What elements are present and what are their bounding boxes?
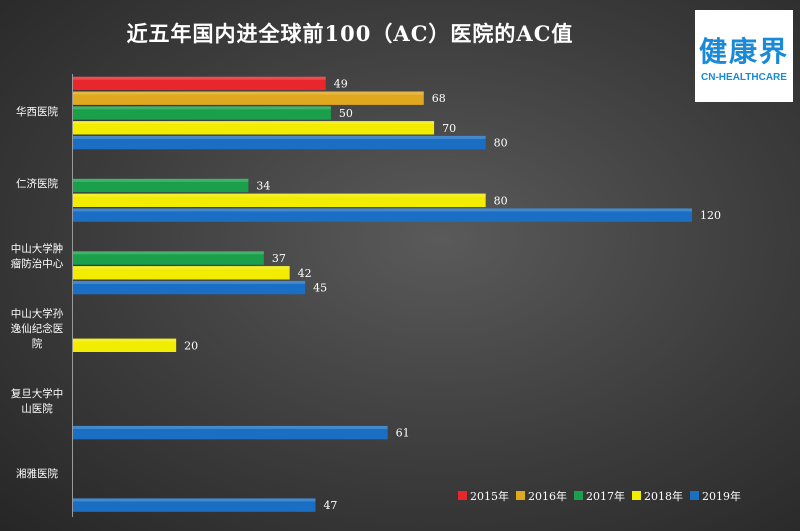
data-label: 50: [339, 107, 353, 120]
data-label: 20: [184, 339, 198, 352]
bar-2018年-1: [73, 193, 486, 207]
bar-2017年-1: [73, 178, 249, 193]
data-label: 42: [298, 267, 312, 280]
data-label: 45: [313, 282, 327, 295]
legend-swatch: [632, 491, 641, 500]
bar-highlight: [73, 106, 331, 110]
category-label: 湘雅医院: [16, 468, 58, 480]
legend-label: 2016年: [528, 489, 567, 503]
bar-highlight: [73, 121, 435, 125]
legend-swatch: [458, 491, 467, 500]
data-label: 68: [432, 92, 446, 105]
bar-2016年-0: [73, 91, 424, 105]
data-label: 80: [494, 194, 508, 207]
brand-logo: 健康界 CN-HEALTHCARE: [695, 10, 793, 102]
data-label: 61: [396, 427, 410, 440]
bar-highlight: [73, 251, 264, 255]
bar-2018年-3: [73, 338, 177, 352]
bar-highlight: [73, 338, 177, 342]
bar-highlight: [73, 178, 249, 182]
bar-highlight: [73, 425, 388, 429]
bar-highlight: [73, 280, 306, 284]
bar-highlight: [73, 498, 316, 502]
legend-label: 2017年: [586, 489, 625, 503]
category-label: 中山大学孙 逸仙纪念医院: [10, 308, 64, 350]
bar-highlight: [73, 76, 326, 80]
bar-2019年-0: [73, 135, 486, 150]
bar-highlight: [73, 91, 424, 95]
bar-highlight: [73, 193, 486, 197]
legend-swatch: [516, 491, 525, 500]
data-label: 34: [256, 180, 270, 193]
category-label: 复旦大学中 山医院: [10, 388, 64, 415]
bar-highlight: [73, 266, 290, 270]
bar-highlight: [73, 135, 486, 139]
bar-2019年-2: [73, 280, 306, 295]
logo-sub-text: CN-HEALTHCARE: [701, 72, 787, 83]
bar-2015年-0: [73, 76, 326, 91]
category-label: 仁济医院: [16, 178, 58, 190]
category-label: 华西医院: [16, 105, 58, 118]
bar-2019年-1: [73, 208, 692, 222]
data-label: 47: [323, 499, 337, 512]
legend-label: 2015年: [470, 489, 509, 503]
bar-2017年-0: [73, 106, 331, 120]
data-label: 49: [334, 77, 348, 90]
data-label: 70: [442, 122, 456, 135]
bar-2017年-2: [73, 251, 264, 265]
legend-label: 2018年: [644, 489, 683, 503]
chart-title: 近五年国内进全球前100（AC）医院的AC值: [126, 21, 574, 46]
bar-2019年-5: [73, 498, 316, 512]
bar-highlight: [73, 208, 692, 212]
bar-2018年-0: [73, 121, 435, 135]
category-label: 中山大学肿 瘤防治中心: [10, 243, 64, 270]
data-label: 120: [700, 209, 721, 222]
logo-main-text: 健康界: [698, 35, 789, 68]
legend-swatch: [574, 491, 583, 500]
data-label: 37: [272, 252, 286, 265]
legend-swatch: [690, 491, 699, 500]
legend-label: 2019年: [702, 489, 741, 503]
data-label: 80: [494, 137, 508, 150]
bar-2019年-4: [73, 425, 388, 440]
bar-2018年-2: [73, 266, 290, 280]
